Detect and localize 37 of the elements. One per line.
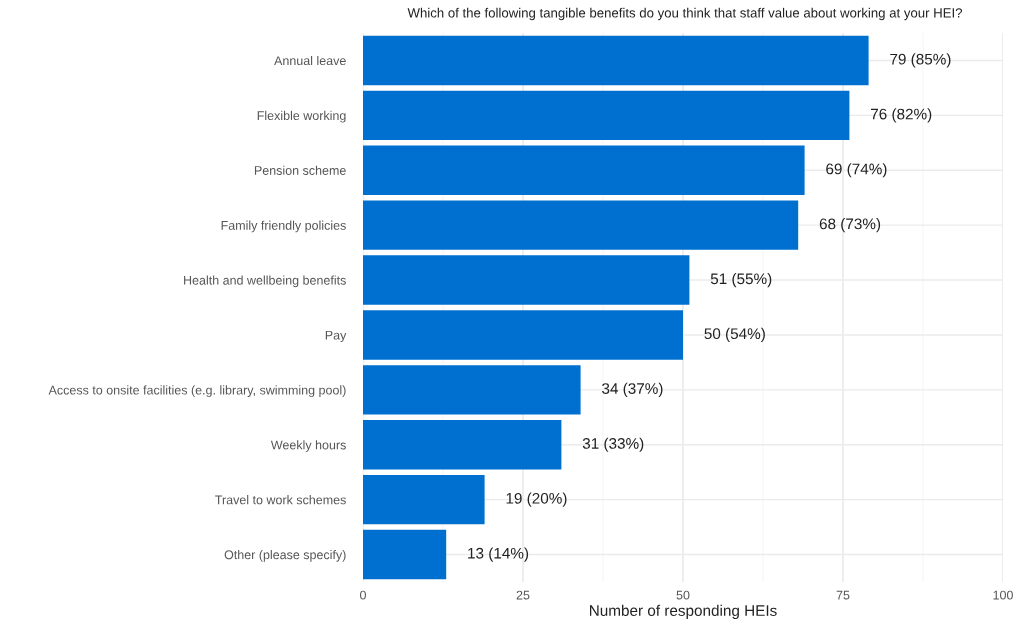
y-tick-label: Access to onsite facilities (e.g. library, swimming pool) [48,385,346,397]
data-label: 34 (37%) [602,382,663,397]
data-label: 51 (55%) [710,272,772,288]
bar [363,145,805,195]
x-axis-title: Number of responding HEIs [590,604,777,620]
data-label: 13 (14%) [468,547,529,562]
bar [363,420,562,470]
data-label: 31 (33%) [582,437,644,452]
y-tick-label: Other (please specify) [224,550,346,562]
y-tick-label: Health and wellbeing benefits [184,275,346,288]
x-tick-label: 0 [360,590,366,600]
x-tick-label: 25 [516,590,530,600]
data-label: 76 (82%) [871,108,932,123]
bar [363,255,690,305]
y-tick-label: Weekly hours [270,440,346,452]
chart-title: Which of the following tangible benefits do you think that staff value about working at your HEI? [407,7,963,21]
bar [363,529,447,580]
bar [363,310,683,360]
bar [363,365,581,415]
y-tick-label: Pension scheme [254,165,346,175]
data-label: 79 (85%) [890,53,951,68]
bar [363,90,850,141]
y-tick-label: Pay [325,330,347,343]
data-label: 69 (74%) [826,163,887,178]
y-tick-label: Flexible working [257,110,346,123]
y-tick-label: Annual leave [274,55,346,66]
data-label: 50 (54%) [704,327,765,343]
bar [363,474,485,525]
y-tick-label: Travel to work schemes [215,495,346,505]
bar [363,35,869,86]
data-label: 19 (20%) [506,492,567,507]
data-label: 68 (73%) [819,218,881,233]
y-tick-label: Family friendly policies [221,220,346,233]
bar [363,200,799,250]
x-tick-label: 50 [676,590,690,600]
x-tick-label: 75 [836,590,850,600]
x-tick-label: 100 [993,590,1013,600]
